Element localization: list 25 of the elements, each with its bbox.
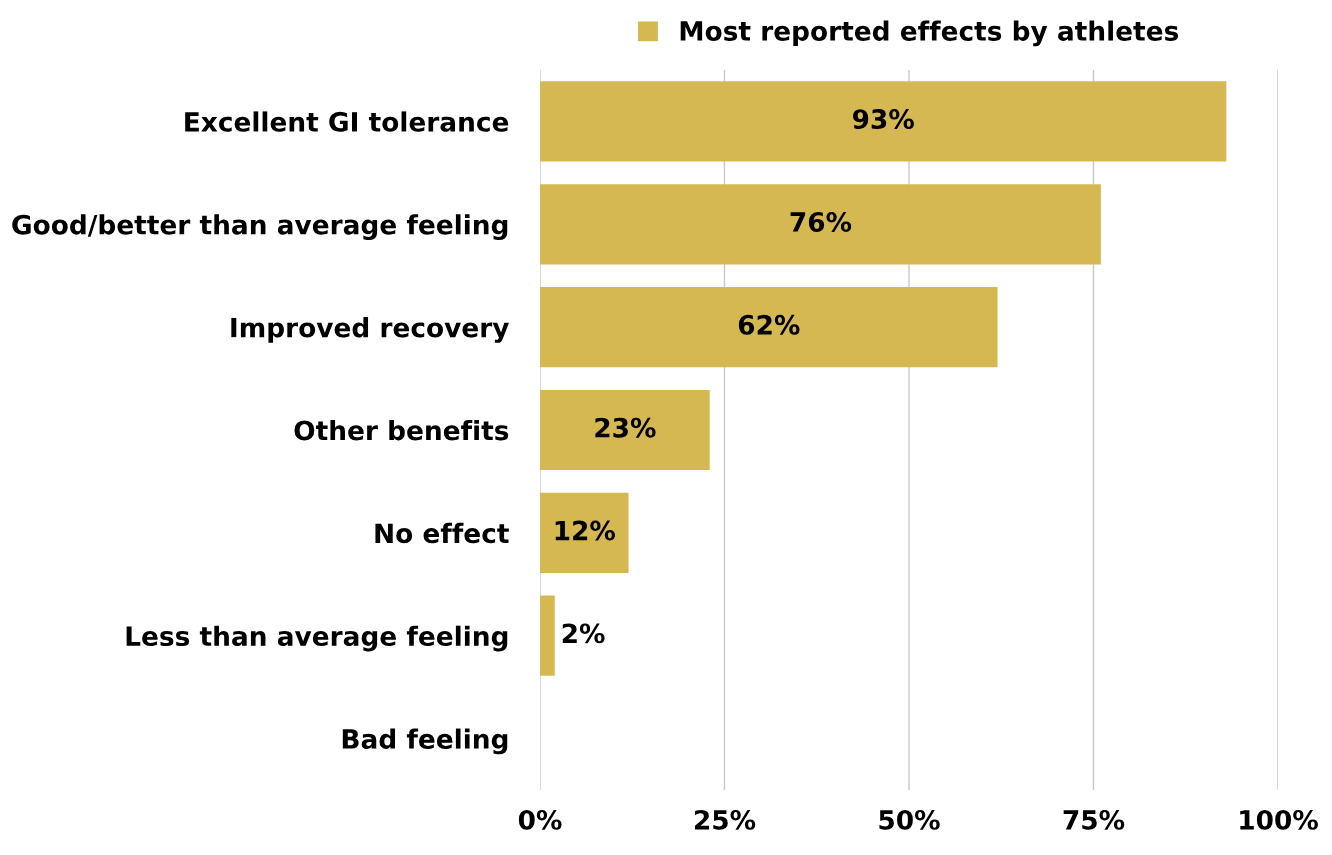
y-tick-label: Bad feeling (342, 728, 508, 755)
x-tick-label: 75% (1063, 809, 1125, 830)
data-label: 93% (852, 109, 914, 130)
bar (540, 492, 629, 573)
y-tick-label: Excellent GI tolerance (185, 111, 509, 132)
y-tick-label: Less than average feeling (126, 625, 508, 652)
bar (540, 81, 1227, 162)
y-tick-label: No effect (375, 522, 509, 544)
data-label: 76% (790, 211, 852, 232)
data-label: 12% (555, 520, 616, 541)
y-tick-label: Good/better than average feeling (12, 214, 508, 241)
data-label: 2% (562, 623, 605, 644)
y-tick-label: Other benefits (294, 419, 509, 441)
bar (540, 389, 710, 471)
y-tick-label: Improved recovery (231, 317, 509, 343)
data-label: 62% (738, 314, 800, 335)
x-tick-label: 25% (695, 809, 756, 830)
x-tick-label: 50% (879, 809, 940, 830)
bar (540, 595, 555, 676)
data-label: 23% (595, 417, 656, 438)
x-tick-label: 0% (518, 809, 562, 830)
bar (540, 184, 1101, 265)
bar (540, 287, 998, 368)
legend-label: Most reported effects by athletes (680, 20, 1179, 47)
x-tick-label: 100% (1240, 809, 1318, 830)
